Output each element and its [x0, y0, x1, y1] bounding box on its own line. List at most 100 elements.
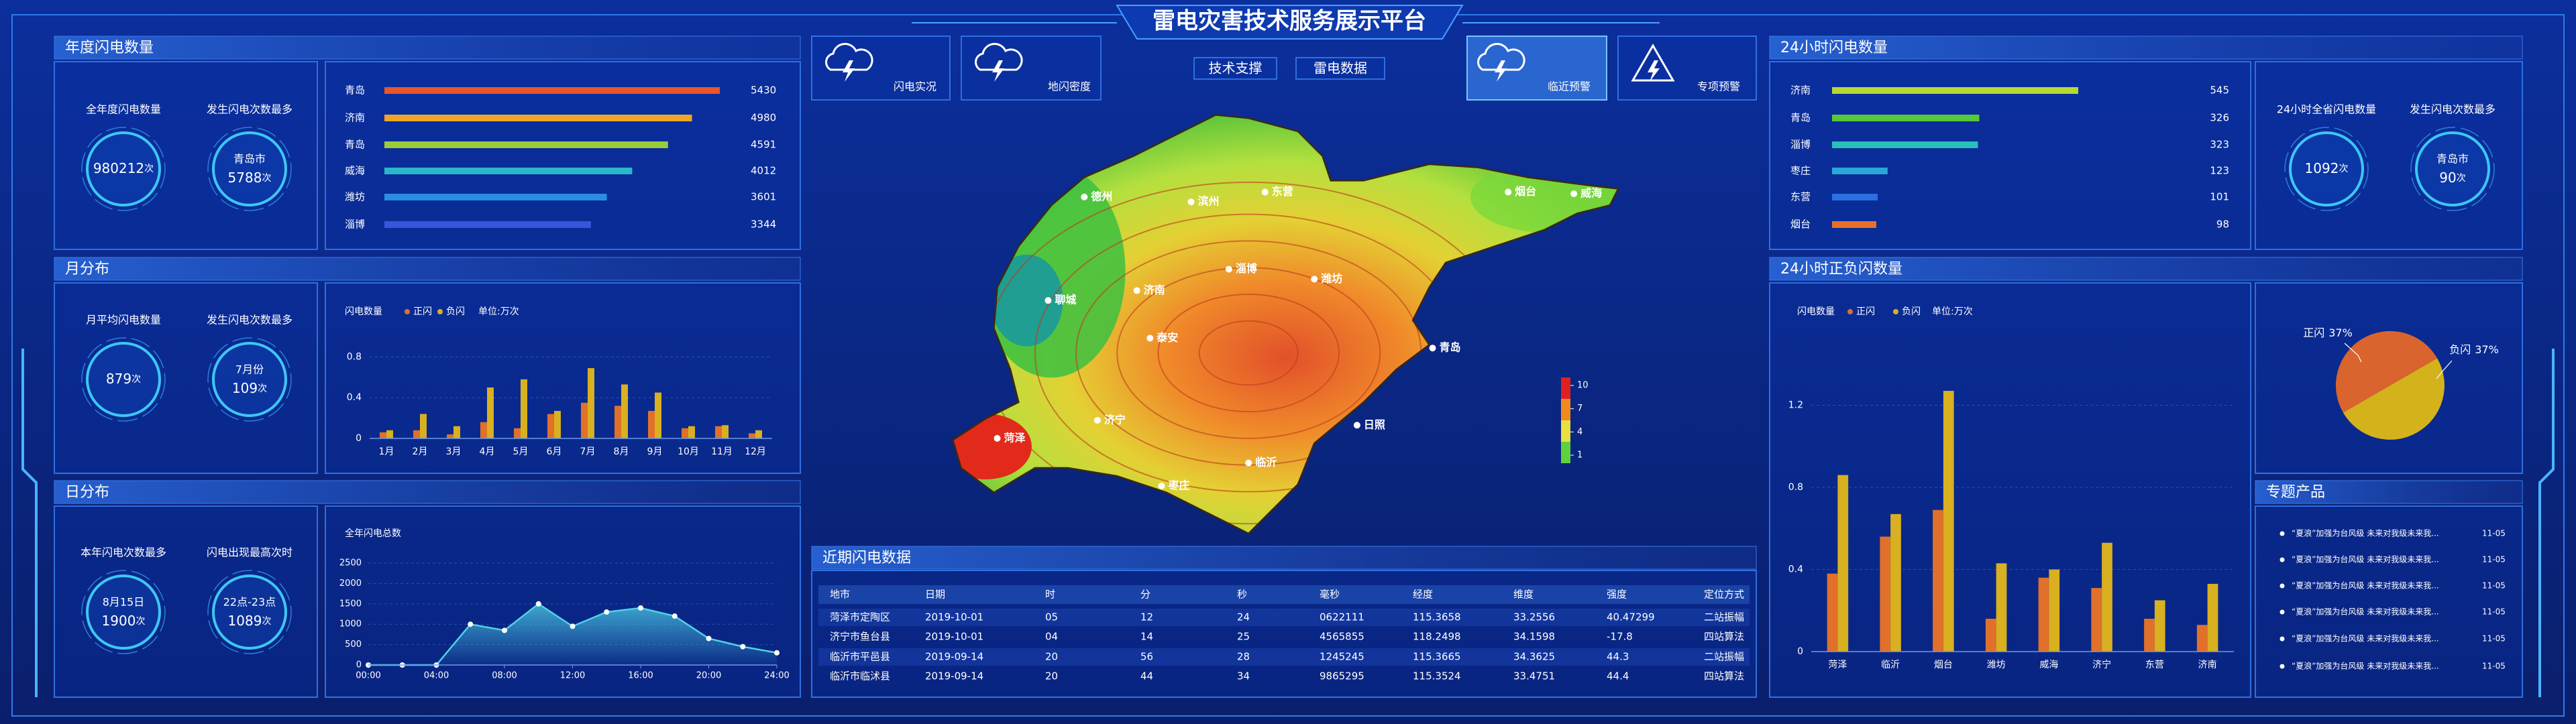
bar	[722, 425, 729, 438]
legend-title: 闪电数量	[345, 306, 382, 317]
nav-icon-bolt	[1495, 60, 1507, 82]
bar	[755, 430, 762, 438]
bar	[554, 410, 561, 438]
x-tick-label: 24:00	[764, 671, 789, 681]
x-tick-label: 7月	[580, 446, 596, 457]
table-cell: 40.47299	[1607, 611, 1655, 623]
city-dot	[1187, 198, 1195, 206]
table-header-cell: 维度	[1513, 589, 1534, 601]
stat-ring-outer	[81, 337, 166, 422]
nav-button[interactable]	[961, 36, 1102, 101]
x-tick-label: 2月	[413, 446, 428, 457]
city-label: 青岛	[1440, 341, 1461, 354]
pie-slice	[2335, 330, 2438, 413]
bar-value: 101	[2210, 191, 2229, 203]
product-title[interactable]: “夏浪”加强为台风级 未来对我级未来我...	[2292, 661, 2439, 671]
product-date: 11-05	[2482, 634, 2506, 644]
bar	[2102, 542, 2112, 652]
table-header-cell: 分	[1140, 589, 1150, 601]
y-tick-label: 500	[345, 640, 362, 650]
bar-value: 98	[2216, 219, 2229, 231]
bar	[1832, 115, 1980, 121]
x-tick-label: 威海	[2039, 660, 2058, 670]
stat-unit: 次	[2457, 173, 2466, 184]
table-cell: 二站振幅	[1704, 611, 1744, 623]
panel-header	[1769, 257, 2523, 281]
product-date: 11-05	[2482, 662, 2506, 671]
product-title[interactable]: “夏浪”加强为台风级 未来对我级未来我...	[2292, 581, 2439, 591]
legend-swatch	[1893, 309, 1898, 314]
nav-label[interactable]: 专项预警	[1697, 80, 1740, 93]
map-contour	[1198, 320, 1299, 386]
product-title[interactable]: “夏浪”加强为台风级 未来对我级未来我...	[2292, 528, 2439, 538]
bar-label: 威海	[345, 165, 365, 177]
panel-frame	[54, 282, 318, 474]
product-title[interactable]: “夏浪”加强为台风级 未来对我级未来我...	[2292, 634, 2439, 644]
table-cell: 四站算法	[1704, 631, 1744, 643]
panel-frame	[54, 61, 318, 250]
panel-title: 24小时正负闪数量	[1780, 261, 1902, 278]
city-label: 临沂	[1255, 456, 1277, 469]
stat-ring	[212, 342, 287, 417]
x-tick-label: 6月	[547, 446, 562, 457]
nav-button[interactable]	[1295, 57, 1385, 80]
panel-frame	[325, 282, 801, 474]
x-tick-label: 8月	[614, 446, 629, 457]
nav-label[interactable]: 雷电数据	[1313, 60, 1367, 76]
table-cell: 20	[1045, 670, 1058, 682]
nav-label[interactable]: 闪电实况	[894, 80, 936, 93]
stat-name: 青岛市	[2436, 153, 2469, 166]
x-tick-label: 1月	[379, 446, 394, 457]
x-tick-label: 9月	[647, 446, 663, 457]
nav-button[interactable]	[1193, 57, 1277, 80]
bar-label: 青岛	[345, 84, 365, 97]
city-label: 潍坊	[1321, 272, 1342, 285]
stat-unit: 次	[2339, 164, 2348, 174]
map-border	[951, 114, 1620, 535]
bar	[420, 414, 427, 438]
bar	[521, 379, 527, 438]
city-label: 枣庄	[1167, 479, 1189, 491]
stat-ring-outer	[207, 127, 292, 211]
map-zone	[990, 254, 1063, 347]
nav-icon	[1631, 43, 1675, 82]
bullet	[2279, 531, 2285, 536]
city-label: 济南	[1144, 284, 1165, 296]
city-dot	[1093, 416, 1101, 424]
colorbar-segment	[1561, 399, 1570, 420]
y-tick-label: 0.8	[1788, 482, 1803, 493]
panel-title: 24小时闪电数量	[1780, 40, 1888, 56]
city-dot	[1133, 287, 1140, 294]
city-label: 淄博	[1236, 262, 1257, 275]
stat-label: 月平均闪电数量	[86, 314, 161, 326]
table-cell: 临沂市平邑县	[830, 651, 890, 663]
nav-label[interactable]: 临近预警	[1548, 80, 1591, 93]
stat-value: 1900次	[102, 613, 146, 629]
bullet	[2279, 664, 2285, 669]
product-title[interactable]: “夏浪”加强为台风级 未来对我级未来我...	[2292, 607, 2439, 617]
nav-icon-bolt	[1648, 60, 1660, 82]
point	[672, 613, 678, 619]
stat-number: 1092	[2305, 160, 2339, 176]
unit-note: 单位:万次	[478, 306, 519, 317]
nav-label[interactable]: 技术支撑	[1209, 60, 1263, 76]
leader-line	[2436, 360, 2453, 379]
map-contour	[1116, 267, 1381, 439]
nav-icon-bolt	[843, 60, 855, 82]
y-tick-label: 2500	[339, 558, 362, 568]
colorbar-label: 7	[1577, 404, 1582, 414]
title-plate	[1116, 5, 1464, 40]
nav-label[interactable]: 地闪密度	[1048, 80, 1091, 93]
y-tick-label: 2000	[339, 579, 362, 589]
table-cell: 118.2498	[1413, 631, 1461, 643]
y-tick-label: 0	[356, 433, 362, 444]
panel-header	[811, 546, 1757, 570]
table-cell: 04	[1045, 631, 1058, 643]
nav-button[interactable]	[811, 36, 951, 101]
stat-ring	[212, 131, 287, 206]
point	[468, 621, 474, 627]
bar	[384, 168, 633, 174]
bar	[1832, 141, 1978, 148]
product-title[interactable]: “夏浪”加强为台风级 未来对我级未来我...	[2292, 554, 2439, 564]
table-cell: 05	[1045, 611, 1058, 623]
